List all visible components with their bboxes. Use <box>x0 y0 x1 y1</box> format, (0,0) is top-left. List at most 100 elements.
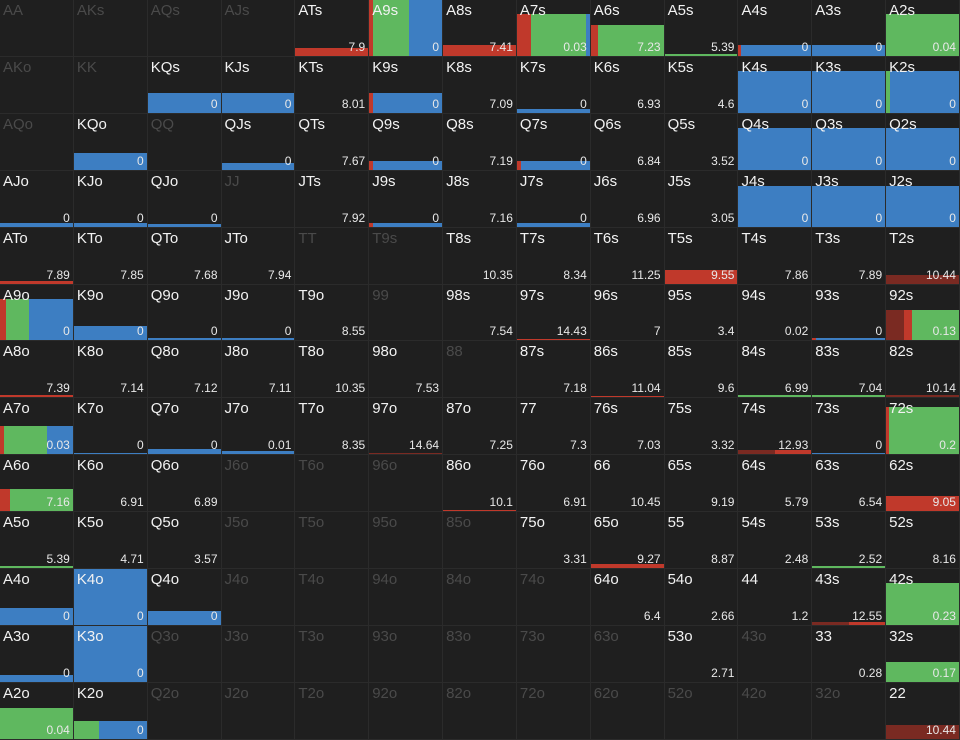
hand-cell-87s[interactable]: 87s 7.18 <box>516 341 591 399</box>
hand-cell-97o[interactable]: 97o 14.64 <box>369 398 444 456</box>
hand-cell-k8o[interactable]: K8o 7.14 <box>73 341 148 399</box>
hand-cell-84o[interactable]: 84o <box>443 569 517 626</box>
hand-cell-q4s[interactable]: Q4s 0 <box>738 113 813 171</box>
hand-cell-a7s[interactable]: A7s 0.03 <box>516 0 591 57</box>
hand-cell-83s[interactable]: 83s 7.04 <box>812 341 887 399</box>
hand-cell-t9s[interactable]: T9s <box>369 227 444 285</box>
hand-cell-54s[interactable]: 54s 2.48 <box>738 512 813 570</box>
hand-cell-jts[interactable]: JTs 7.92 <box>295 170 370 228</box>
hand-cell-t4s[interactable]: T4s 7.86 <box>738 227 813 285</box>
hand-cell-t7s[interactable]: T7s 8.34 <box>516 227 591 285</box>
hand-cell-q7s[interactable]: Q7s 0 <box>516 113 591 171</box>
hand-cell-96s[interactable]: 96s 7 <box>590 284 665 342</box>
hand-cell-j7s[interactable]: J7s 0 <box>516 170 591 228</box>
hand-cell-64s[interactable]: 64s 5.79 <box>738 455 813 513</box>
hand-cell-kqs[interactable]: KQs 0 <box>147 56 222 114</box>
hand-cell-88[interactable]: 88 <box>443 341 517 399</box>
hand-cell-aks[interactable]: AKs <box>73 0 148 57</box>
hand-cell-q5o[interactable]: Q5o 3.57 <box>147 512 222 570</box>
hand-cell-j4o[interactable]: J4o <box>221 569 296 626</box>
hand-cell-t8o[interactable]: T8o 10.35 <box>295 341 370 399</box>
hand-cell-kjo[interactable]: KJo 0 <box>73 170 148 228</box>
hand-cell-j6s[interactable]: J6s 6.96 <box>590 170 665 228</box>
hand-cell-98s[interactable]: 98s 7.54 <box>443 284 517 342</box>
hand-cell-ajo[interactable]: AJo 0 <box>0 170 74 228</box>
hand-cell-k8s[interactable]: K8s 7.09 <box>443 56 517 114</box>
hand-cell-76s[interactable]: 76s 7.03 <box>590 398 665 456</box>
hand-cell-a6o[interactable]: A6o 7.16 <box>0 455 74 513</box>
hand-cell-74o[interactable]: 74o <box>516 569 591 626</box>
hand-cell-a2s[interactable]: A2s 0.04 <box>886 0 960 57</box>
hand-cell-82s[interactable]: 82s 10.14 <box>886 341 960 399</box>
hand-cell-j5s[interactable]: J5s 3.05 <box>664 170 739 228</box>
hand-cell-a2o[interactable]: A2o 0.04 <box>0 682 74 740</box>
hand-cell-ato[interactable]: ATo 7.89 <box>0 227 74 285</box>
hand-cell-j8s[interactable]: J8s 7.16 <box>443 170 517 228</box>
hand-cell-ajs[interactable]: AJs <box>221 0 296 57</box>
hand-cell-q6s[interactable]: Q6s 6.84 <box>590 113 665 171</box>
hand-cell-t2o[interactable]: T2o <box>295 682 370 740</box>
hand-cell-q8s[interactable]: Q8s 7.19 <box>443 113 517 171</box>
hand-cell-65o[interactable]: 65o 9.27 <box>590 512 665 570</box>
hand-cell-32s[interactable]: 32s 0.17 <box>886 625 960 683</box>
hand-cell-98o[interactable]: 98o 7.53 <box>369 341 444 399</box>
hand-cell-q9s[interactable]: Q9s 0 <box>369 113 444 171</box>
hand-cell-kk[interactable]: KK <box>73 56 148 114</box>
hand-cell-j7o[interactable]: J7o 0.01 <box>221 398 296 456</box>
hand-cell-k7o[interactable]: K7o 0 <box>73 398 148 456</box>
hand-cell-75s[interactable]: 75s 3.32 <box>664 398 739 456</box>
hand-cell-a3s[interactable]: A3s 0 <box>812 0 887 57</box>
hand-cell-a3o[interactable]: A3o 0 <box>0 625 74 683</box>
hand-cell-72o[interactable]: 72o <box>516 682 591 740</box>
hand-cell-94o[interactable]: 94o <box>369 569 444 626</box>
hand-cell-97s[interactable]: 97s 14.43 <box>516 284 591 342</box>
hand-cell-93s[interactable]: 93s 0 <box>812 284 887 342</box>
hand-cell-qts[interactable]: QTs 7.67 <box>295 113 370 171</box>
hand-cell-j3s[interactable]: J3s 0 <box>812 170 887 228</box>
hand-cell-k2o[interactable]: K2o 0 <box>73 682 148 740</box>
hand-cell-32o[interactable]: 32o <box>812 682 887 740</box>
hand-cell-k4o[interactable]: K4o 0 <box>73 569 148 626</box>
hand-cell-q6o[interactable]: Q6o 6.89 <box>147 455 222 513</box>
hand-cell-t5o[interactable]: T5o <box>295 512 370 570</box>
hand-cell-62o[interactable]: 62o <box>590 682 665 740</box>
hand-cell-86s[interactable]: 86s 11.04 <box>590 341 665 399</box>
hand-cell-42s[interactable]: 42s 0.23 <box>886 569 960 626</box>
hand-cell-qjo[interactable]: QJo 0 <box>147 170 222 228</box>
hand-cell-96o[interactable]: 96o <box>369 455 444 513</box>
hand-cell-74s[interactable]: 74s 12.93 <box>738 398 813 456</box>
hand-cell-q2s[interactable]: Q2s 0 <box>886 113 960 171</box>
hand-cell-72s[interactable]: 72s 0.2 <box>886 398 960 456</box>
hand-cell-t3s[interactable]: T3s 7.89 <box>812 227 887 285</box>
hand-cell-54o[interactable]: 54o 2.66 <box>664 569 739 626</box>
hand-cell-q2o[interactable]: Q2o <box>147 682 222 740</box>
hand-cell-85s[interactable]: 85s 9.6 <box>664 341 739 399</box>
hand-cell-k5s[interactable]: K5s 4.6 <box>664 56 739 114</box>
hand-cell-a4s[interactable]: A4s 0 <box>738 0 813 57</box>
hand-cell-j2o[interactable]: J2o <box>221 682 296 740</box>
hand-cell-j5o[interactable]: J5o <box>221 512 296 570</box>
hand-cell-92o[interactable]: 92o <box>369 682 444 740</box>
hand-cell-j4s[interactable]: J4s 0 <box>738 170 813 228</box>
hand-cell-k5o[interactable]: K5o 4.71 <box>73 512 148 570</box>
hand-cell-t8s[interactable]: T8s 10.35 <box>443 227 517 285</box>
hand-cell-22[interactable]: 22 10.44 <box>886 682 960 740</box>
hand-cell-qjs[interactable]: QJs 0 <box>221 113 296 171</box>
hand-cell-a5s[interactable]: A5s 5.39 <box>664 0 739 57</box>
hand-cell-a6s[interactable]: A6s 7.23 <box>590 0 665 57</box>
hand-cell-t2s[interactable]: T2s 10.44 <box>886 227 960 285</box>
hand-cell-94s[interactable]: 94s 0.02 <box>738 284 813 342</box>
hand-cell-77[interactable]: 77 7.3 <box>516 398 591 456</box>
hand-cell-a8o[interactable]: A8o 7.39 <box>0 341 74 399</box>
hand-cell-95s[interactable]: 95s 3.4 <box>664 284 739 342</box>
hand-cell-95o[interactable]: 95o <box>369 512 444 570</box>
hand-cell-k7s[interactable]: K7s 0 <box>516 56 591 114</box>
hand-cell-aa[interactable]: AA <box>0 0 74 57</box>
hand-cell-k3s[interactable]: K3s 0 <box>812 56 887 114</box>
hand-cell-aqs[interactable]: AQs <box>147 0 222 57</box>
hand-cell-92s[interactable]: 92s 0.13 <box>886 284 960 342</box>
hand-cell-k6s[interactable]: K6s 6.93 <box>590 56 665 114</box>
hand-cell-t9o[interactable]: T9o 8.55 <box>295 284 370 342</box>
hand-cell-q3s[interactable]: Q3s 0 <box>812 113 887 171</box>
hand-cell-a7o[interactable]: A7o 0.03 <box>0 398 74 456</box>
